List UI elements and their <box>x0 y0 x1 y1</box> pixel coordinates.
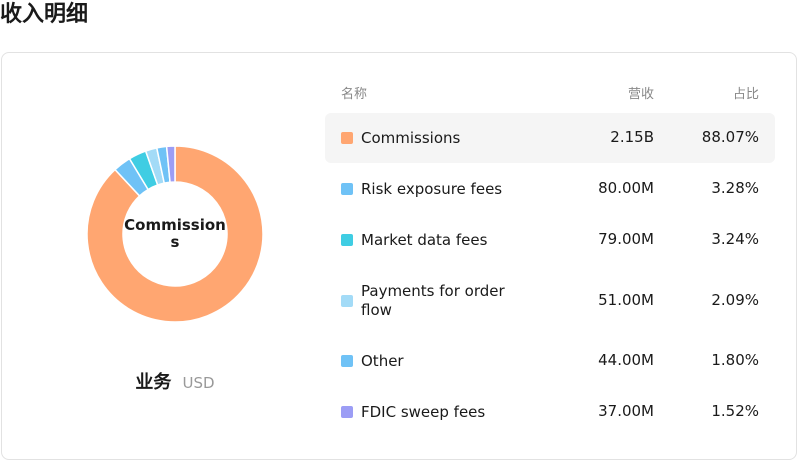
revenue: 51.00M <box>598 291 654 309</box>
donut-segment <box>165 145 176 184</box>
legend-swatch <box>341 132 353 144</box>
legend-swatch <box>341 355 353 367</box>
column-header: 名称 <box>341 87 368 102</box>
share: 2.09% <box>711 291 759 309</box>
category-name: Commissions <box>361 128 461 147</box>
legend-swatch <box>341 406 353 418</box>
revenue: 44.00M <box>598 351 654 369</box>
category-name: FDIC sweep fees <box>361 402 486 421</box>
unit: USD <box>182 374 215 392</box>
revenue: 79.00M <box>598 230 654 248</box>
legend-swatch <box>341 234 353 246</box>
column-header: 营收 <box>627 87 654 102</box>
row-highlight <box>325 113 775 163</box>
category-name: Payments for order flow <box>361 282 505 319</box>
caption-text: 业务 <box>135 372 172 393</box>
share: 3.24% <box>711 230 759 248</box>
category-name: Other <box>361 351 404 370</box>
revenue: 80.00M <box>598 179 654 197</box>
revenue: 37.00M <box>598 402 654 420</box>
caption: 业务 USD <box>0 368 350 394</box>
revenue: 2.15B <box>610 128 654 146</box>
page-title: 收入明细 <box>0 2 89 27</box>
share: 3.28% <box>711 179 759 197</box>
card <box>1 52 797 460</box>
share: 1.80% <box>711 351 759 369</box>
share: 88.07% <box>701 128 759 146</box>
column-header: 占比 <box>732 87 759 102</box>
category-name: Risk exposure fees <box>361 179 503 198</box>
category-name: Market data fees <box>361 230 488 249</box>
center-label: Commissions <box>124 216 226 251</box>
share: 1.52% <box>711 402 759 420</box>
legend-swatch <box>341 295 353 307</box>
legend-swatch <box>341 183 353 195</box>
donut-segment <box>86 145 264 323</box>
